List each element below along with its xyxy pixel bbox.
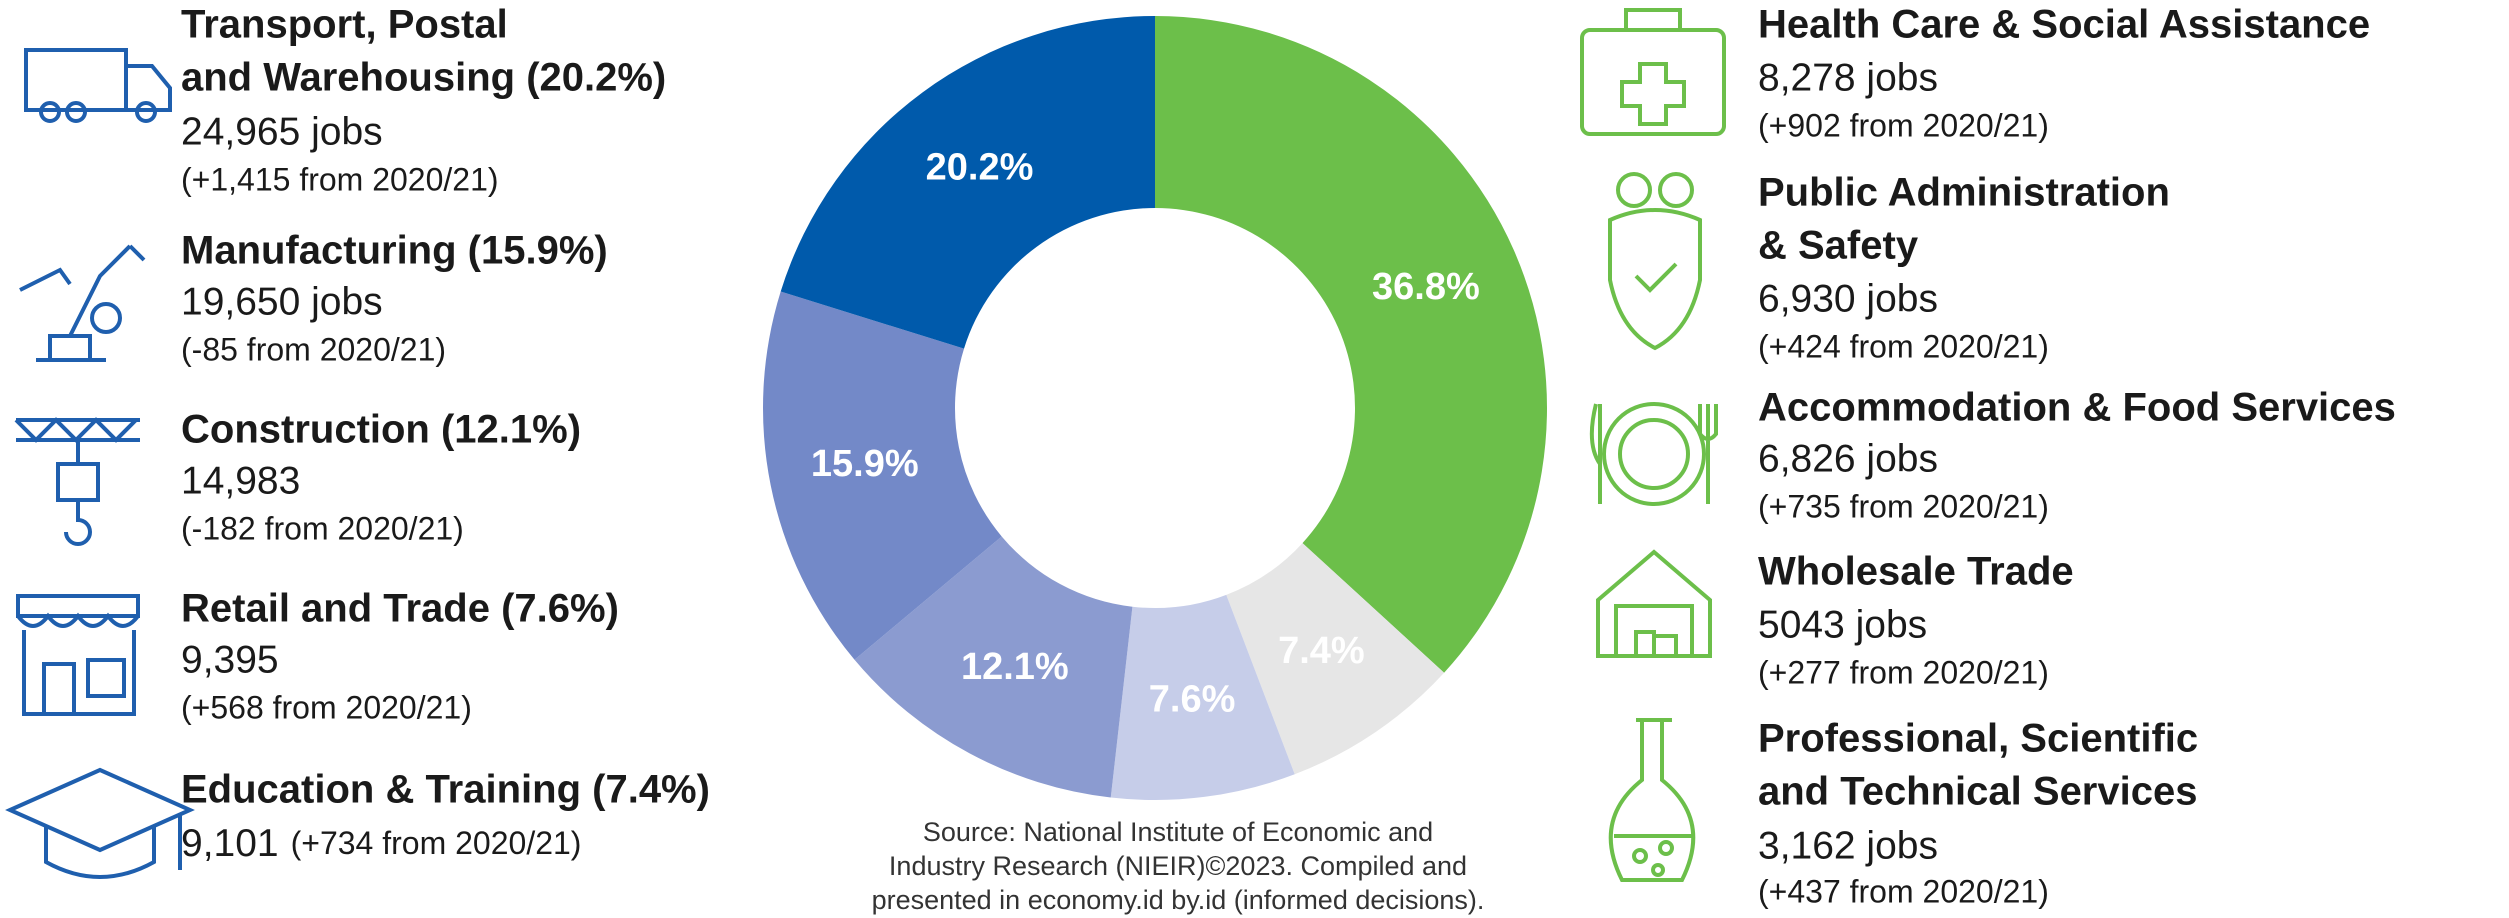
sector-title: Professional, Scientific [1758, 717, 2198, 761]
jobs: 8,278 jobs [1758, 56, 1938, 99]
change: (-182 from 2020/21) [181, 510, 464, 546]
change: (+902 from 2020/21) [1758, 107, 2049, 143]
slice-label: 12.1% [961, 646, 1069, 688]
jobs: 6,826 jobs [1758, 437, 1938, 480]
crane-icon [14, 417, 140, 546]
slice [1226, 543, 1445, 775]
slice [780, 16, 1155, 349]
sector-title: Transport, Postal [181, 3, 508, 47]
sector-title: Construction (12.1%) [181, 408, 581, 452]
sector-title: Accommodation & Food Services [1758, 386, 2396, 430]
sector-title: Education & Training (7.4%) [181, 768, 710, 812]
sector-title: Wholesale Trade [1758, 550, 2074, 594]
graduation-icon [5, 767, 195, 879]
plate-icon [1589, 402, 1718, 506]
flask-icon [1608, 718, 1696, 882]
change: (+437 from 2020/21) [1758, 873, 2049, 909]
slice-label: 36.8% [1372, 266, 1480, 308]
change: (+568 from 2020/21) [181, 689, 472, 725]
jobs: 9,101 [181, 822, 279, 865]
change: (+424 from 2020/21) [1758, 328, 2049, 364]
warehouse-icon [1596, 549, 1712, 658]
shield-people-icon [1608, 172, 1702, 351]
slice-label: 20.2% [926, 147, 1034, 189]
sector-title: & Safety [1758, 224, 1919, 268]
icons [5, 8, 1726, 882]
source-note: presented in economy.id by.id (informed … [872, 885, 1485, 915]
sector-title: Public Administration [1758, 171, 2170, 215]
first-aid-icon [1580, 8, 1726, 136]
sector-title: Retail and Trade (7.6%) [181, 587, 619, 631]
change: (-85 from 2020/21) [181, 331, 446, 367]
change: (+734 from 2020/21) [291, 825, 582, 861]
jobs: 9,395 [181, 638, 279, 681]
sector-title: and Warehousing (20.2%) [181, 56, 666, 100]
source-note: Industry Research (NIEIR)©2023. Compiled… [889, 851, 1467, 881]
slice [854, 536, 1133, 798]
robot-arm-icon [19, 244, 146, 362]
jobs: 3,162 jobs [1758, 824, 1938, 867]
shop-icon [16, 594, 140, 716]
source-note: Source: National Institute of Economic a… [923, 817, 1433, 847]
jobs-line: 9,101 (+734 from 2020/21) [181, 822, 581, 865]
jobs: 24,965 jobs [181, 110, 383, 153]
slice [762, 291, 1002, 660]
sector-title: Health Care & Social Assistance [1758, 3, 2370, 47]
jobs: 14,983 [181, 459, 300, 502]
jobs: 6,930 jobs [1758, 277, 1938, 320]
slice [1110, 594, 1295, 800]
slice-label: 7.4% [1278, 630, 1365, 672]
sector-title: Manufacturing (15.9%) [181, 229, 608, 273]
jobs: 5043 jobs [1758, 603, 1927, 646]
change: (+1,415 from 2020/21) [181, 161, 499, 197]
slice-label: 15.9% [811, 443, 919, 485]
change: (+277 from 2020/21) [1758, 654, 2049, 690]
jobs: 19,650 jobs [181, 280, 383, 323]
slice-label: 7.6% [1149, 679, 1236, 721]
change: (+735 from 2020/21) [1758, 488, 2049, 524]
sector-title: and Technical Services [1758, 770, 2197, 814]
truck-icon [24, 48, 172, 123]
slice [1155, 16, 1547, 673]
